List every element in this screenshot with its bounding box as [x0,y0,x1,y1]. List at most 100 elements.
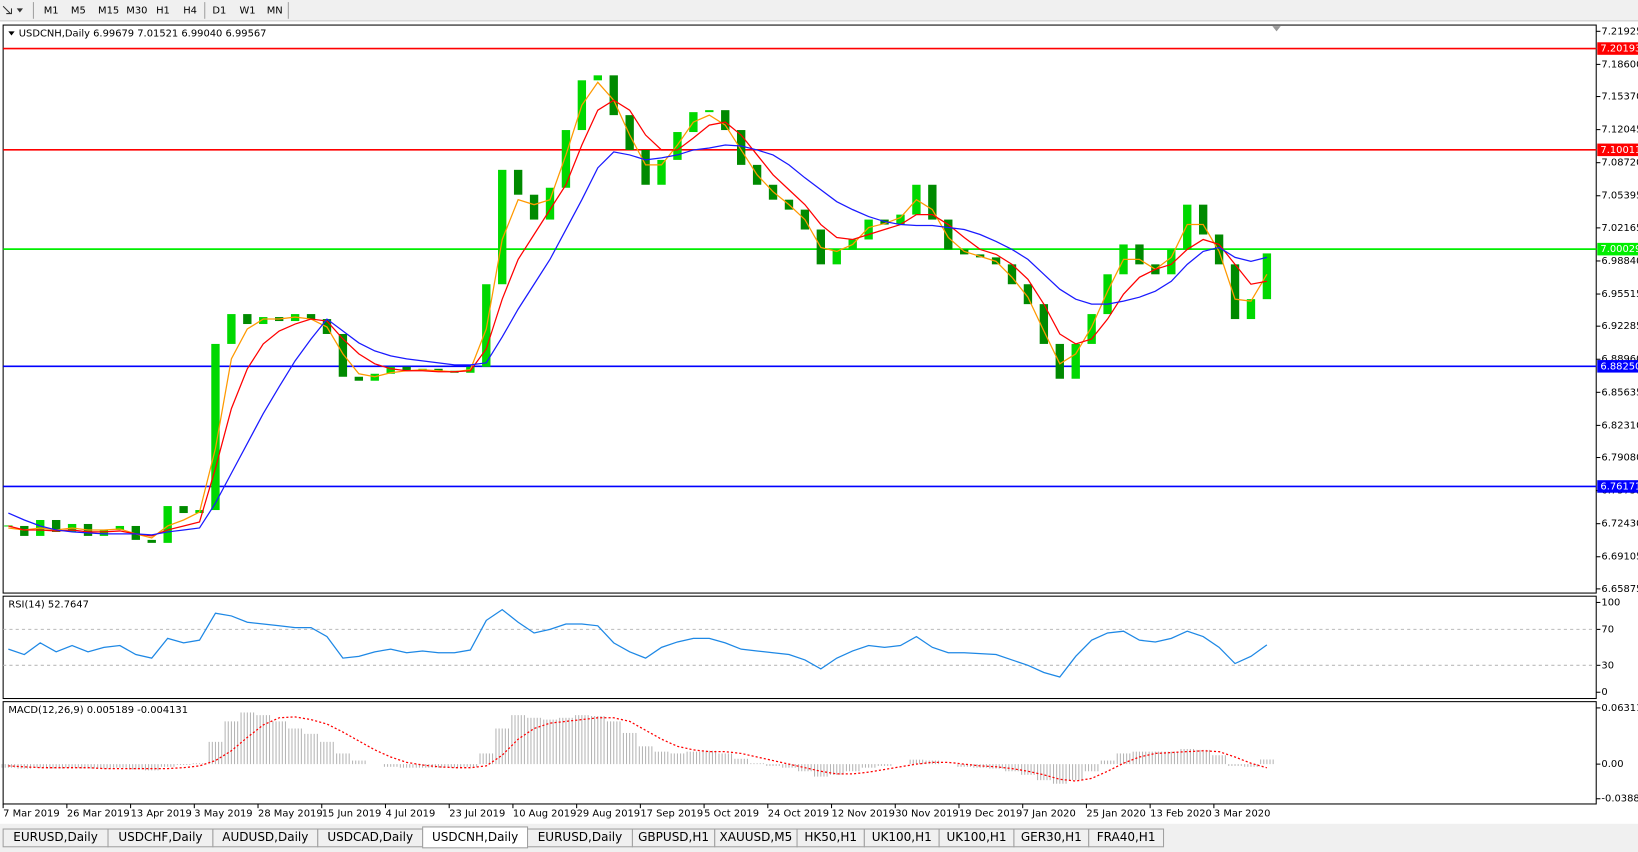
panel-frame [2,24,1597,594]
indicator-title: MACD(12,26,9) 0.005189 -0.004131 [8,705,188,716]
candle [1198,204,1208,235]
timeframe-button[interactable]: H4 [183,5,197,16]
candle [1167,249,1176,275]
y-tick-label: 70 [1601,624,1614,635]
timeframe-button[interactable]: M1 [44,5,59,16]
candle [896,214,905,225]
title-arrow [8,31,15,36]
candle [179,506,188,514]
timeframe-button[interactable]: W1 [240,5,256,16]
y-tick-label: 7.15370 [1601,92,1638,103]
tab-label[interactable]: HK50,H1 [804,830,857,844]
chart-tab[interactable]: HK50,H1 [796,828,865,848]
candle [1214,234,1224,265]
chart-tab[interactable]: UK100,H1 [863,828,940,848]
chart-tab[interactable]: USDCNH,Daily [422,826,529,849]
x-tick-label: 5 Oct 2019 [704,808,759,819]
rsi-line [8,608,1268,678]
x-tick-label: 7 Mar 2019 [3,808,60,819]
panel-frame [2,701,1597,805]
candle [1230,264,1240,320]
dropdown-arrow[interactable] [16,8,23,13]
tab-label[interactable]: XAUUSD,M5 [720,830,793,844]
x-tick-label: 4 Jul 2019 [385,808,435,819]
x-tick-label: 3 May 2019 [194,808,252,819]
timeframe-button[interactable]: H1 [156,5,170,16]
candle [306,314,316,320]
candle [1087,314,1096,344]
chart-tab[interactable]: USDCAD,Daily [317,828,424,848]
chart-tab[interactable]: AUDUSD,Daily [212,828,319,848]
y-tick-label: 100 [1601,597,1620,608]
x-tick-label: 24 Oct 2019 [768,808,829,819]
timeframe-button[interactable]: MN [267,5,283,16]
candle [1055,343,1064,379]
level-price-label: 6.88250 [1600,361,1638,372]
level-price-label: 7.10011 [1600,145,1638,156]
moving-average [8,81,1268,539]
tab-label[interactable]: GER30,H1 [1021,830,1082,844]
timeframe-button[interactable]: D1 [212,5,226,16]
timeframe-button[interactable]: M5 [71,5,86,16]
candle [402,366,411,371]
y-tick-label: 6.69105 [1601,552,1638,563]
tab-label[interactable]: USDCAD,Daily [327,830,413,844]
chart-tab[interactable]: USDCHF,Daily [107,828,214,848]
candle [227,314,236,344]
tab-label[interactable]: AUDUSD,Daily [222,830,308,844]
chart-tab[interactable]: EURUSD,Daily [527,828,633,848]
y-tick-label: 6.72430 [1601,519,1638,530]
x-tick-label: 26 Mar 2019 [67,808,130,819]
tab-label[interactable]: USDCHF,Daily [118,830,202,844]
chart-tab[interactable]: GBPUSD,H1 [631,828,716,848]
level-price-label: 6.76171 [1600,481,1638,492]
candle [944,219,953,250]
level-price-box [1597,360,1638,373]
candle [259,317,268,325]
candle [721,110,730,131]
timeframe-button[interactable]: M15 [98,5,119,16]
indicator-title: USDCNH,Daily 6.99679 7.01521 6.99040 6.9… [19,28,267,39]
tab-label[interactable]: EURUSD,Daily [13,830,98,844]
candle [657,159,666,185]
y-tick-label: 6.79080 [1601,453,1638,464]
timeframe-button[interactable]: M30 [126,5,147,16]
tab-label[interactable]: UK100,H1 [947,830,1007,844]
y-tick-label: 7.05395 [1601,191,1638,202]
signal-line [8,716,1268,782]
indicator-title: RSI(14) 52.7647 [8,600,89,611]
level-price-box [1597,143,1638,157]
candle [625,115,634,150]
tab-label[interactable]: USDCNH,Daily [432,830,518,844]
tab-shape[interactable] [1088,828,1165,848]
candle [211,343,220,511]
x-tick-label: 28 May 2019 [258,808,323,819]
x-tick-label: 30 Nov 2019 [895,808,958,819]
chart-tab[interactable]: EURUSD,Daily [2,828,109,848]
y-tick-label: 7.18600 [1601,59,1638,70]
candle [51,519,61,532]
chart-tab[interactable]: UK100,H1 [938,828,1015,848]
tab-label[interactable]: FRA40,H1 [1097,830,1156,844]
level-price-box [1597,42,1638,55]
candle [1246,299,1256,320]
cursor-icon[interactable] [2,5,13,15]
tab-label[interactable]: UK100,H1 [872,830,932,844]
chart-tab[interactable]: FRA40,H1 [1088,828,1165,848]
chart-tab[interactable]: XAUUSD,M5 [714,828,798,848]
candle [338,333,348,377]
moving-average [8,144,1268,536]
y-tick-label: 6.88960 [1601,354,1638,365]
tab-label[interactable]: GBPUSD,H1 [638,830,709,844]
tab-label[interactable]: EURUSD,Daily [538,830,623,844]
x-tick-label: 13 Apr 2019 [131,808,192,819]
chart-tab[interactable]: GER30,H1 [1013,828,1090,848]
x-tick-label: 15 Jun 2019 [322,808,382,819]
candle [545,187,555,220]
x-tick-label: 10 Aug 2019 [513,808,576,819]
level-price-label: 7.20193 [1600,44,1638,55]
candle [529,194,539,220]
candle [99,529,109,536]
